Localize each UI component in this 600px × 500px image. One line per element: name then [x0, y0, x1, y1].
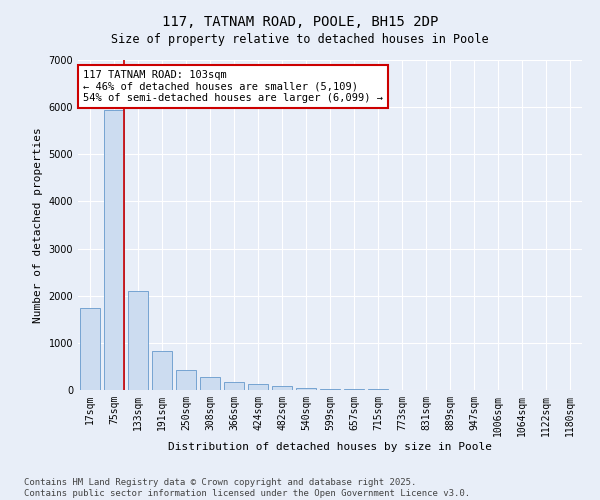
Text: Size of property relative to detached houses in Poole: Size of property relative to detached ho… [111, 32, 489, 46]
Bar [80, 308, 100, 390]
Bar [320, 388, 340, 390]
Bar [344, 389, 364, 390]
Bar [272, 386, 292, 390]
Text: Contains HM Land Registry data © Crown copyright and database right 2025.
Contai: Contains HM Land Registry data © Crown c… [24, 478, 470, 498]
Bar [224, 382, 244, 390]
Bar [176, 370, 196, 390]
X-axis label: Distribution of detached houses by size in Poole: Distribution of detached houses by size … [168, 442, 492, 452]
Bar [104, 110, 124, 390]
Bar [152, 352, 172, 390]
Text: 117, TATNAM ROAD, POOLE, BH15 2DP: 117, TATNAM ROAD, POOLE, BH15 2DP [162, 15, 438, 29]
Bar [296, 388, 316, 390]
Bar [128, 291, 148, 390]
Bar [200, 378, 220, 390]
Text: 117 TATNAM ROAD: 103sqm
← 46% of detached houses are smaller (5,109)
54% of semi: 117 TATNAM ROAD: 103sqm ← 46% of detache… [83, 70, 383, 103]
Y-axis label: Number of detached properties: Number of detached properties [33, 127, 43, 323]
Bar [248, 384, 268, 390]
